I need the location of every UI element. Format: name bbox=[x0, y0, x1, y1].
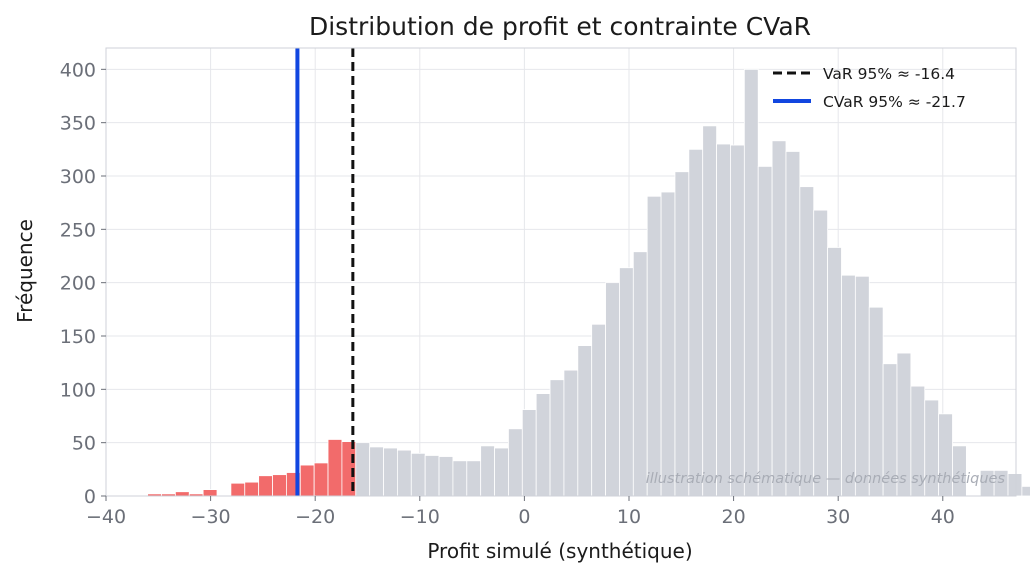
histogram-bar bbox=[480, 445, 495, 497]
tail-histogram-bar bbox=[272, 474, 287, 497]
histogram-bar bbox=[535, 393, 551, 497]
y-axis-label: Fréquence bbox=[13, 219, 37, 323]
histogram-bar bbox=[591, 323, 606, 497]
y-tick-label: 400 bbox=[60, 59, 96, 81]
histogram-bar bbox=[660, 191, 676, 497]
risk-lines bbox=[295, 48, 355, 496]
x-tick-label: 0 bbox=[518, 506, 530, 528]
x-tick-label: 10 bbox=[617, 506, 641, 528]
x-tick-label: 40 bbox=[931, 506, 955, 528]
histogram-bar bbox=[619, 267, 634, 497]
chart-title: Distribution de profit et contrainte CVa… bbox=[309, 12, 811, 41]
tail-histogram-bar bbox=[327, 439, 343, 497]
histogram-bar bbox=[410, 452, 426, 497]
histogram-bar bbox=[521, 409, 537, 497]
y-tick-label: 0 bbox=[84, 486, 96, 508]
tail-histogram-bar bbox=[299, 464, 315, 497]
y-tick-label: 100 bbox=[60, 379, 96, 401]
histogram-bar bbox=[438, 456, 454, 497]
histogram-bar bbox=[785, 151, 801, 497]
histogram-bar bbox=[868, 306, 884, 497]
histogram-bar bbox=[771, 140, 787, 497]
histogram-bar bbox=[716, 143, 731, 497]
histogram-bar bbox=[757, 165, 773, 497]
y-tick-label: 50 bbox=[72, 433, 96, 455]
axes bbox=[101, 47, 1017, 501]
annotation-text: illustration schématique — données synth… bbox=[646, 471, 1006, 487]
histogram-bar bbox=[743, 68, 759, 497]
histogram-bars bbox=[147, 68, 1030, 497]
histogram-bar bbox=[424, 455, 440, 497]
histogram-bar bbox=[605, 282, 620, 497]
tail-histogram-bar bbox=[202, 489, 218, 497]
histogram-bar bbox=[730, 144, 745, 497]
tail-histogram-bar bbox=[174, 491, 190, 497]
histogram-bar bbox=[827, 247, 842, 497]
histogram-bar bbox=[813, 209, 829, 497]
x-tick-label: −30 bbox=[191, 506, 231, 528]
legend-var-label: VaR 95% ≈ -16.4 bbox=[823, 65, 955, 83]
histogram-bar bbox=[646, 195, 662, 497]
x-tick-label: −20 bbox=[295, 506, 335, 528]
histogram-bar bbox=[494, 447, 509, 497]
histogram-bar bbox=[1021, 485, 1030, 497]
y-tick-labels: 0 50 100 150 200 250 300 350 400 bbox=[60, 59, 96, 508]
histogram-bar bbox=[841, 274, 856, 497]
x-tick-label: 30 bbox=[826, 506, 850, 528]
legend: VaR 95% ≈ -16.4 CVaR 95% ≈ -21.7 bbox=[773, 65, 966, 111]
histogram-bar bbox=[632, 251, 648, 497]
legend-cvar-label: CVaR 95% ≈ -21.7 bbox=[823, 93, 966, 111]
tail-histogram-bar bbox=[244, 481, 260, 497]
histogram-bar bbox=[674, 171, 690, 497]
histogram-bar bbox=[508, 428, 523, 497]
x-tick-label: −10 bbox=[400, 506, 440, 528]
y-tick-label: 200 bbox=[60, 273, 96, 295]
x-tick-label: 20 bbox=[721, 506, 745, 528]
histogram-bar bbox=[355, 442, 371, 497]
tail-histogram-bar bbox=[313, 462, 329, 497]
histogram-bar bbox=[854, 275, 870, 497]
histogram-bar bbox=[466, 460, 482, 497]
y-tick-label: 150 bbox=[60, 326, 96, 348]
histogram-bar bbox=[577, 345, 593, 497]
histogram-bar bbox=[452, 460, 468, 497]
histogram-bar bbox=[702, 125, 717, 497]
x-axis-label: Profit simulé (synthétique) bbox=[427, 539, 692, 563]
y-tick-label: 250 bbox=[60, 219, 96, 241]
histogram-bar bbox=[1007, 473, 1023, 497]
histogram-bar bbox=[563, 369, 579, 497]
tail-histogram-bar bbox=[258, 475, 273, 497]
x-tick-labels: −40 −30 −20 −10 0 10 20 30 40 bbox=[86, 506, 955, 528]
histogram-bar bbox=[549, 379, 565, 497]
plot-frame bbox=[105, 47, 1017, 497]
tail-histogram-bar bbox=[230, 482, 246, 497]
y-tick-label: 350 bbox=[60, 113, 96, 135]
histogram-bar bbox=[799, 186, 815, 497]
histogram-bar bbox=[383, 447, 398, 497]
x-tick-label: −40 bbox=[86, 506, 126, 528]
histogram-bar bbox=[397, 449, 412, 497]
histogram-bar bbox=[369, 446, 384, 497]
histogram-bar bbox=[688, 148, 704, 497]
y-tick-label: 300 bbox=[60, 166, 96, 188]
